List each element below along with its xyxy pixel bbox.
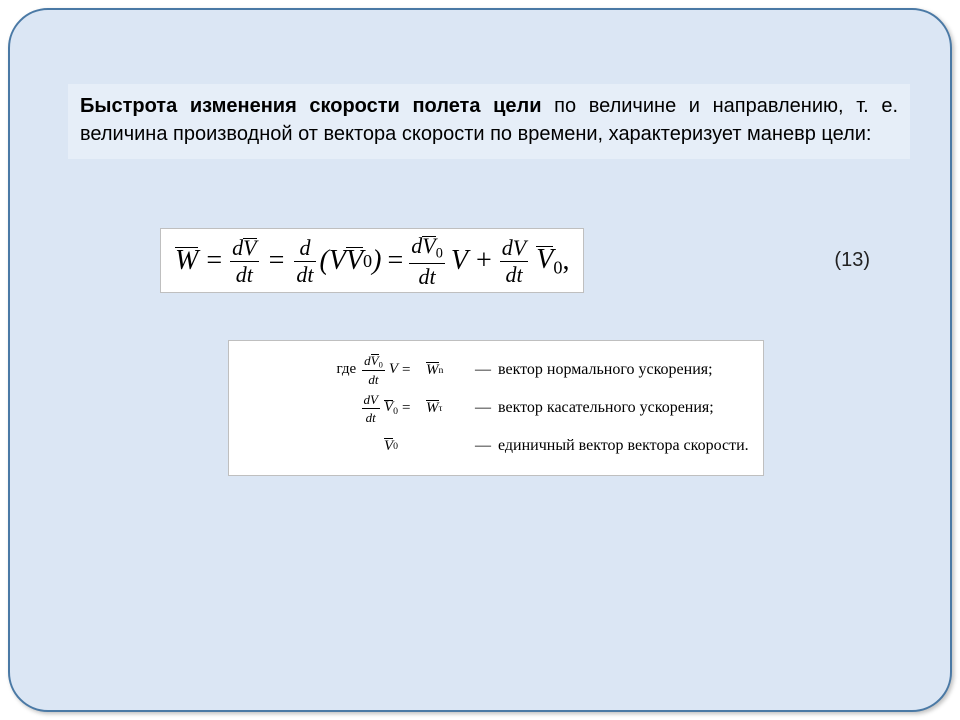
def-row-3: V0 — единичный вектор вектора скорости. <box>243 429 749 463</box>
def1-sub0: 0 <box>379 359 383 369</box>
def3-dash: — <box>472 437 494 455</box>
def1-n: n <box>439 365 444 376</box>
def2-text: вектор касательного ускорения; <box>498 399 714 417</box>
def1-V: V <box>389 361 398 378</box>
sym-dV-n: dV <box>500 237 528 259</box>
slide-card: Быстрота изменения скорости полета цели … <box>8 8 952 712</box>
sym-d: d <box>297 237 312 259</box>
sym-dV0bar-n: V <box>422 235 435 257</box>
sym-dt-1: dt <box>234 264 255 286</box>
definitions-block: где dV 0 dt V = Wn — вектор нормального у… <box>228 340 764 476</box>
sym-W-bar: W <box>175 245 198 277</box>
def2-dash: — <box>472 399 494 417</box>
def3-V0bar: V <box>384 438 393 455</box>
def1-text: вектор нормального ускорения; <box>498 361 713 379</box>
def2-V0bar: V <box>384 399 393 416</box>
def2-Wbar: W <box>426 400 439 417</box>
def-row-2: dV dt V0 = Wτ — вектор касательного уско… <box>243 391 749 425</box>
def2-eq: = <box>402 400 422 417</box>
sub-0-paren: 0 <box>363 251 372 272</box>
eq-sign-3: = <box>387 245 403 277</box>
def1-eq: = <box>402 362 422 379</box>
def1-dt: dt <box>366 373 380 386</box>
equation-13: W = dV dt = d dt ( V V0 ) = <box>160 228 584 293</box>
sym-dt-4: dt <box>503 264 524 286</box>
sym-V-after1: V <box>451 245 468 277</box>
def1-Wbar: W <box>426 362 439 379</box>
sub-0-end: 0 <box>553 258 562 278</box>
eq-sign-2: = <box>269 245 285 277</box>
def2-sub0: 0 <box>393 406 398 417</box>
sym-V0bar-paren: V <box>346 245 363 277</box>
sym-dVbar-n1: V <box>243 237 256 259</box>
sym-V-paren: V <box>329 245 346 277</box>
sym-dt-3: dt <box>417 266 438 288</box>
def3-text: единичный вектор вектора скорости. <box>498 437 749 455</box>
def1-dash: — <box>472 361 494 379</box>
equation-number: (13) <box>834 249 870 272</box>
sub-0-n: 0 <box>436 245 443 261</box>
sym-dt-2: dt <box>294 264 315 286</box>
def1-dV0bar: V <box>371 354 379 367</box>
intro-paragraph: Быстрота изменения скорости полета цели … <box>68 84 910 159</box>
def2-tau: τ <box>439 403 443 414</box>
def-row-1: где dV0 dt V = Wn — вектор нормального у… <box>243 353 749 387</box>
sym-V0bar-end: V <box>536 244 553 276</box>
def2-dt: dt <box>364 411 378 424</box>
where-label: где <box>336 361 356 378</box>
intro-bold: Быстрота изменения скорости полета цели <box>80 95 542 117</box>
eq-comma: , <box>562 245 569 277</box>
def2-dV: dV <box>362 393 380 406</box>
eq-sign-1: = <box>206 245 222 277</box>
equation-row: W = dV dt = d dt ( V V0 ) = <box>160 228 870 293</box>
def3-sub0: 0 <box>393 441 398 452</box>
